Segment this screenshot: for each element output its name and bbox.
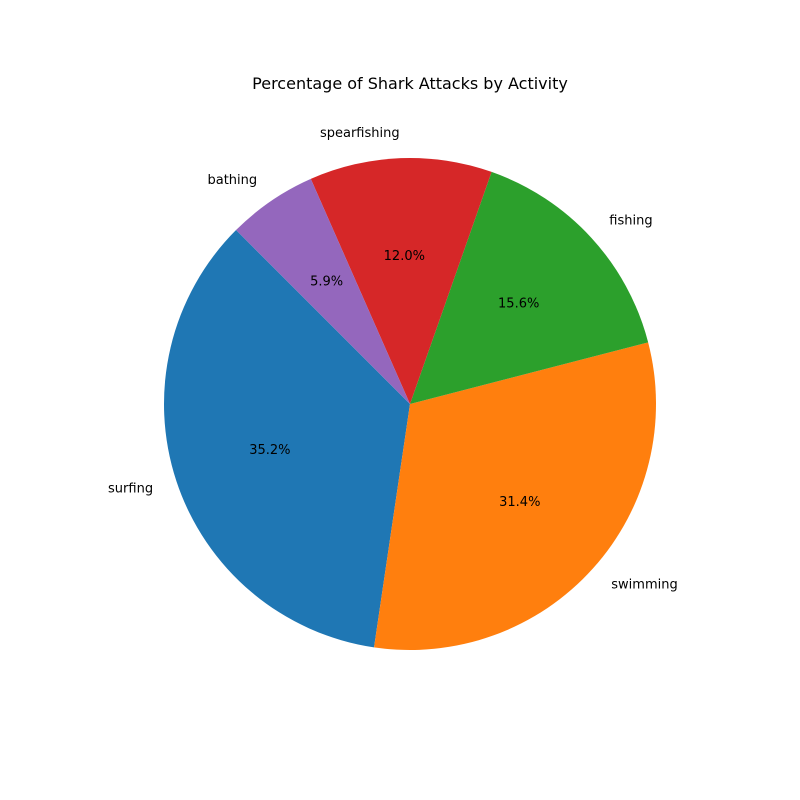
slice-label-fishing: fishing [609, 213, 652, 228]
slice-label-bathing: bathing [207, 173, 257, 188]
pie-slice-swimming [374, 342, 656, 650]
pie-slice-bathing [236, 178, 410, 404]
pie-slices [163, 157, 656, 650]
pie-slice-surfing [163, 230, 410, 648]
pie-labels: surfing 35.2% swimming 31.4% fishing 15.6% spe… [108, 126, 678, 592]
pie-slice-fishing [410, 171, 649, 404]
slice-pct-swimming: 31.4% [499, 495, 540, 510]
slice-pct-fishing: 15.6% [498, 297, 539, 312]
pie-slice-spearfishing [310, 157, 492, 404]
slice-pct-surfing: 35.2% [249, 443, 290, 458]
slice-label-swimming: swimming [611, 577, 677, 592]
slice-label-surfing: surfing [108, 481, 153, 496]
slice-label-spearfishing: spearfishing [320, 126, 400, 141]
chart-title: Percentage of Shark Attacks by Activity [252, 74, 568, 93]
slice-pct-bathing: 5.9% [310, 275, 343, 290]
slice-pct-spearfishing: 12.0% [384, 249, 425, 264]
